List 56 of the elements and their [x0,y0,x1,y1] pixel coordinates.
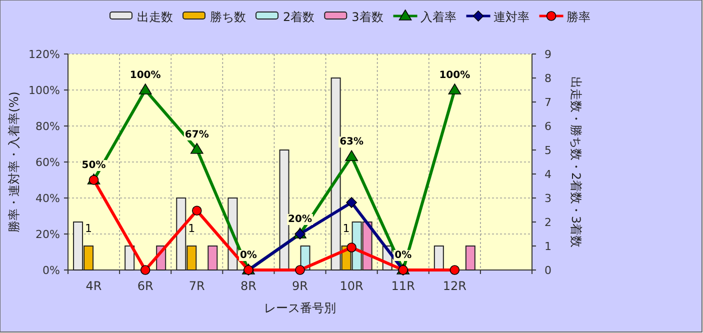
data-label: 20% [288,214,312,225]
y2-tick-label: 0 [544,264,552,277]
x-tick-label: 9R [292,279,308,293]
y2-tick-label: 3 [544,192,552,205]
legend-label: 3着数 [352,10,384,24]
data-label: 1 [342,222,350,235]
data-label: 100% [439,70,470,81]
legend-label: 勝率 [566,10,590,24]
y2-tick-label: 1 [544,240,552,253]
x-tick-label: 7R [188,279,205,293]
y2-tick-label: 6 [544,120,552,133]
x-tick-label: 10R [340,279,364,293]
y2-tick-label: 9 [544,48,552,61]
y-tick-label: 100% [28,84,60,97]
data-label: 50% [82,160,106,171]
point [448,84,462,94]
y-tick-label: 60% [36,156,60,169]
y-axis-title: 勝率・連対率・入着率(%) [7,92,21,232]
y-tick-label: 40% [36,192,60,205]
x-tick-label: 11R [391,279,415,293]
legend-label: 入着率 [420,10,456,24]
x-tick-label: 12R [442,279,466,293]
y2-tick-label: 4 [544,168,552,181]
point [192,206,202,216]
x-tick-label: 8R [240,279,256,293]
legend-label: 連対率 [493,10,530,24]
legend-label: 勝ち数 [210,10,246,24]
y2-tick-label: 2 [544,216,552,229]
data-label: 100% [130,70,161,81]
y2-tick-label: 5 [544,144,552,157]
point [345,150,358,161]
y-tick-label: 0% [42,264,60,277]
point [346,197,357,208]
data-label: 1 [188,222,196,235]
legend-label: 出走数 [137,10,173,24]
legend-label: 2着数 [283,10,315,24]
point [450,265,460,275]
point [346,242,356,252]
data-label: 0% [240,250,257,261]
y-tick-label: 120% [28,48,60,61]
x-axis-title: レース番号別 [264,301,336,315]
point [140,265,150,275]
data-label: 1 [85,222,92,235]
point [190,143,204,154]
data-label: 63% [340,136,364,148]
point [295,265,305,275]
y-tick-label: 20% [36,228,60,241]
y2-axis-title: 出走数・勝ち数・2着数・3着数 [569,76,583,248]
point [138,84,152,94]
data-label: 67% [184,129,209,140]
x-tick-label: 4R [86,279,102,293]
y-tick-label: 80% [36,120,60,133]
y2-tick-label: 7 [544,96,552,109]
data-label: 0% [394,250,412,261]
y2-tick-label: 8 [544,72,552,85]
x-tick-label: 6R [137,279,154,293]
